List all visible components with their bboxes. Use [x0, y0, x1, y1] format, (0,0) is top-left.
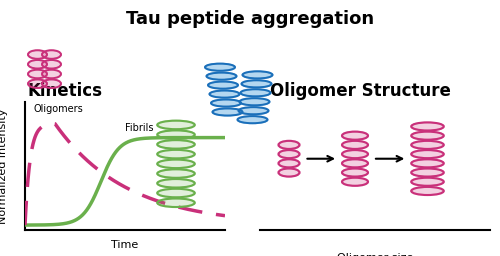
Text: Oligomer Structure: Oligomer Structure [270, 82, 450, 100]
Text: Time: Time [112, 240, 138, 250]
Text: Oligomers: Oligomers [33, 104, 83, 114]
Text: Kinetics: Kinetics [28, 82, 102, 100]
Text: Normalized intensity: Normalized intensity [0, 109, 8, 224]
Text: Tau peptide aggregation: Tau peptide aggregation [126, 10, 374, 28]
Text: Fibrils: Fibrils [125, 123, 154, 133]
Text: Oligomer size: Oligomer size [337, 253, 413, 256]
